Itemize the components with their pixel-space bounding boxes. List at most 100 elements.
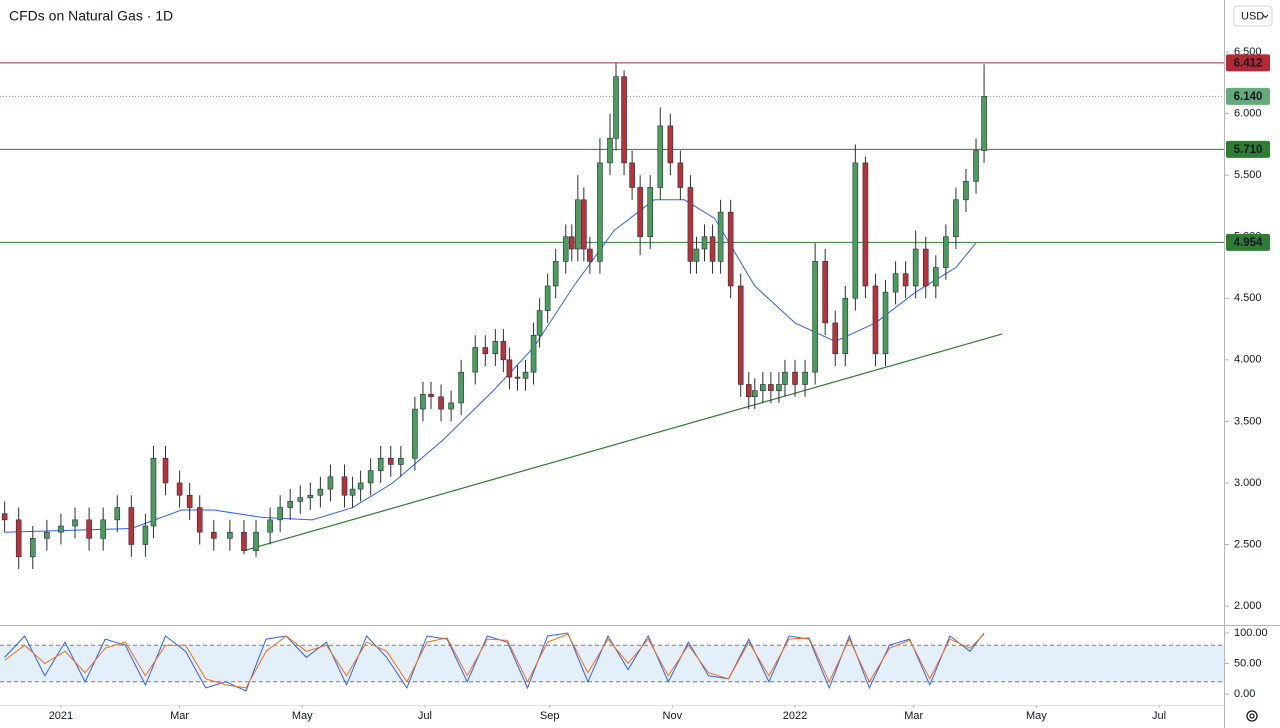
x-tick-label: Jul — [418, 710, 432, 722]
moving-average — [4, 199, 977, 533]
candle-body — [349, 488, 356, 496]
candle-body — [472, 347, 479, 373]
candle-body — [597, 162, 603, 262]
candle-body — [727, 211, 734, 287]
candle-body — [737, 285, 744, 385]
candle-body — [621, 76, 627, 164]
y-tick-label: 0.00 — [1234, 688, 1255, 700]
candle-body — [782, 371, 788, 385]
candle-body — [922, 248, 929, 287]
candle-body — [842, 297, 849, 354]
candle-body — [210, 531, 217, 539]
level-label: 5.710 — [1234, 144, 1263, 156]
x-tick-label: Sep — [540, 710, 560, 722]
plot-layer — [0, 62, 1224, 692]
candle-body — [607, 137, 613, 164]
candle-body — [150, 458, 157, 527]
candle-body — [667, 125, 674, 164]
candle-body — [44, 531, 50, 539]
level-label: 4.954 — [1234, 237, 1263, 249]
candle-body — [241, 531, 247, 551]
stoch-line — [4, 633, 985, 689]
candle-body — [530, 334, 537, 373]
y-tick-label: 3.500 — [1234, 415, 1262, 427]
x-tick-label: May — [1026, 710, 1047, 722]
candle-body — [943, 236, 949, 268]
candle-body — [267, 519, 273, 533]
candle-body — [751, 390, 758, 398]
y-tick-label: 4.500 — [1234, 292, 1262, 304]
candle-body — [341, 476, 348, 496]
gear-ring — [1246, 710, 1258, 722]
candle-body — [142, 525, 149, 545]
last-price-label: 6.140 — [1234, 91, 1263, 103]
x-tick-label: 2022 — [783, 710, 807, 722]
candle-body — [862, 162, 869, 287]
candle-body — [776, 384, 782, 391]
candle-body — [693, 248, 700, 262]
candle-body — [317, 488, 324, 496]
candle-body — [701, 236, 708, 250]
candle-body — [587, 248, 593, 262]
candle-body — [162, 458, 169, 484]
candle-body — [953, 199, 959, 238]
candle-body — [812, 261, 818, 373]
candle-body — [428, 394, 434, 398]
level-box — [1226, 233, 1270, 251]
candle-body — [568, 236, 575, 250]
candle-body — [717, 211, 724, 262]
candle-body — [367, 470, 374, 484]
candle-body — [186, 494, 193, 508]
y-tick-label: 100.00 — [1234, 627, 1268, 639]
candle-body — [581, 199, 587, 250]
candle-body — [458, 371, 464, 404]
y-tick-label: 2.500 — [1234, 538, 1262, 550]
candle-body — [792, 371, 798, 385]
x-tick-label: Jul — [1152, 710, 1166, 722]
level-label: 6.412 — [1234, 57, 1263, 69]
x-tick-label: Nov — [663, 710, 683, 722]
x-tick-label: 2021 — [49, 710, 73, 722]
level-box — [1226, 54, 1270, 72]
candle-body — [552, 261, 559, 287]
candle-body — [387, 458, 394, 465]
y-tick-label: 3.000 — [1234, 477, 1262, 489]
candle-body — [613, 76, 619, 139]
candle-body — [297, 497, 304, 502]
currency-caret — [1262, 14, 1269, 19]
candle-body — [522, 371, 529, 379]
candle-body — [327, 476, 334, 490]
candle-body — [912, 248, 919, 287]
candle-body — [86, 519, 92, 539]
candle-body — [196, 507, 203, 533]
candle-body — [438, 396, 444, 410]
candle-body — [506, 359, 513, 378]
candle-body — [832, 322, 839, 354]
currency-button[interactable] — [1233, 5, 1273, 27]
candle-body — [872, 285, 879, 354]
stoch-line — [4, 632, 985, 692]
candle-body — [822, 261, 828, 324]
candle-body — [492, 341, 499, 354]
level-box — [1226, 140, 1270, 158]
candle-body — [420, 394, 426, 410]
candle-body — [412, 408, 418, 459]
candle-body — [802, 371, 808, 385]
candle-body — [981, 96, 987, 151]
y-tick-label: 50.00 — [1234, 657, 1262, 669]
candle-body — [629, 162, 635, 188]
y-tick-label: 4.000 — [1234, 354, 1262, 366]
candle-body — [58, 525, 64, 533]
candle-body — [647, 187, 654, 238]
candle-body — [277, 507, 283, 521]
candle-body — [892, 273, 899, 293]
x-tick-label: May — [292, 710, 313, 722]
currency-label[interactable]: USD — [1241, 10, 1264, 22]
candle-body — [902, 273, 909, 287]
candle-body — [176, 482, 183, 496]
settings-icon[interactable] — [1246, 710, 1258, 722]
y-tick-label: 5.500 — [1234, 169, 1262, 181]
